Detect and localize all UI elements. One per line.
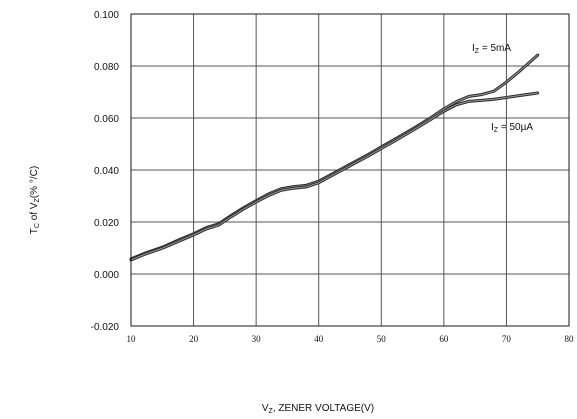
x-tick-label: 30 <box>252 334 262 344</box>
y-tick-label: 0.040 <box>94 166 119 177</box>
series-layer <box>129 53 540 262</box>
series-line-1 <box>129 91 540 262</box>
grid-layer <box>130 13 570 327</box>
y-tick-label: 0.000 <box>94 270 119 281</box>
tick-label-layer: 10 20 30 40 50 60 70 80 -0.020 0.000 0.020 0.040 0.0… <box>91 10 574 344</box>
series-label-50ua: IZ = 50µA <box>491 122 533 134</box>
x-tick-label: 60 <box>439 334 449 344</box>
x-tick-label: 50 <box>377 334 387 344</box>
y-tick-label: -0.020 <box>91 322 120 333</box>
series-line-core <box>130 92 539 261</box>
series-label-5ma: IZ = 5mA <box>472 43 511 55</box>
plot-frame <box>130 13 570 327</box>
y-tick-label: 0.020 <box>94 218 119 229</box>
x-axis-title: VZ, ZENER VOLTAGE(V) <box>262 403 374 415</box>
y-tick-label: 0.060 <box>94 114 119 125</box>
x-tick-label: 80 <box>565 334 575 344</box>
y-axis-title: TC of VZ(% °/C) <box>29 166 41 234</box>
x-tick-label: 70 <box>502 334 512 344</box>
x-tick-label: 40 <box>314 334 324 344</box>
x-tick-label: 20 <box>189 334 199 344</box>
y-tick-label: 0.080 <box>94 62 119 73</box>
y-tick-label: 0.100 <box>94 10 119 21</box>
x-tick-label: 10 <box>127 334 137 344</box>
